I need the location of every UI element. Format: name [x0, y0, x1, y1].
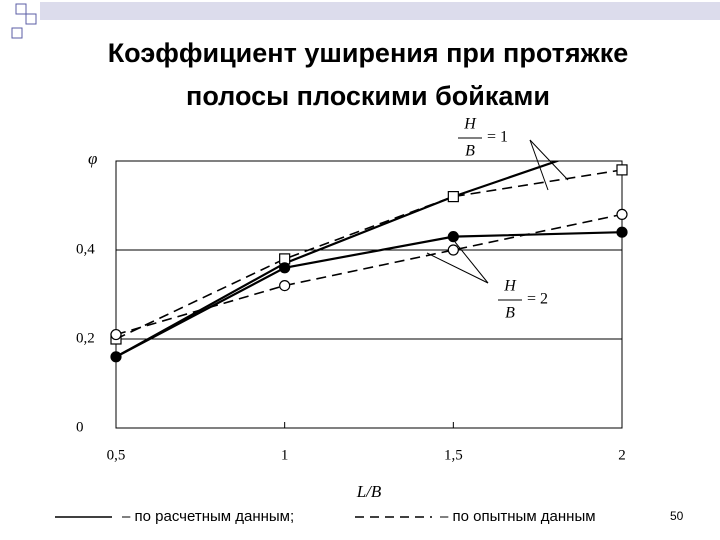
title-line-2: полосы плоскими бойками: [186, 81, 550, 111]
marker: [279, 262, 291, 274]
x-tick-label: 2: [618, 447, 626, 463]
legend-text: – по опытным данным: [440, 508, 596, 525]
marker: [616, 226, 628, 238]
annotation-denominator: B: [505, 305, 515, 322]
annotation-value: = 1: [487, 129, 508, 146]
marker: [279, 280, 291, 292]
decoration: [11, 2, 720, 39]
series-line: [116, 213, 622, 336]
x-tick-label: 0,5: [107, 447, 126, 463]
marker: [447, 231, 459, 243]
legend-text: – по расчетным данным;: [122, 508, 294, 525]
x-tick-label: 1: [281, 447, 289, 463]
series-line: [116, 161, 561, 358]
series-line: [116, 231, 622, 358]
x-tick-label: 1,5: [444, 447, 463, 463]
marker: [110, 328, 122, 341]
series-line: [116, 169, 622, 340]
marker: [110, 351, 122, 363]
page-number: 50: [670, 509, 684, 523]
marker: [447, 191, 459, 203]
plot-area: [116, 161, 622, 358]
title-part: Коэффициент уширения при протяжке: [108, 38, 629, 68]
annotation-numerator: H: [463, 116, 477, 133]
annotation-value: = 2: [527, 291, 548, 308]
marker: [616, 164, 628, 176]
y-tick-label: 0,4: [76, 241, 95, 257]
y-tick-label: 0: [76, 419, 84, 435]
x-axis-label: L/B: [356, 482, 382, 501]
annotation-denominator: B: [465, 143, 475, 160]
marker: [447, 244, 459, 256]
marker: [616, 208, 628, 220]
y-axis-label: φ: [88, 149, 97, 168]
annotation-numerator: H: [503, 278, 517, 295]
y-tick-label: 0,2: [76, 330, 95, 346]
title-line-1: Коэффициент уширения при протяжке: [108, 38, 629, 68]
title-part: полосы плоскими бойками: [186, 81, 550, 111]
